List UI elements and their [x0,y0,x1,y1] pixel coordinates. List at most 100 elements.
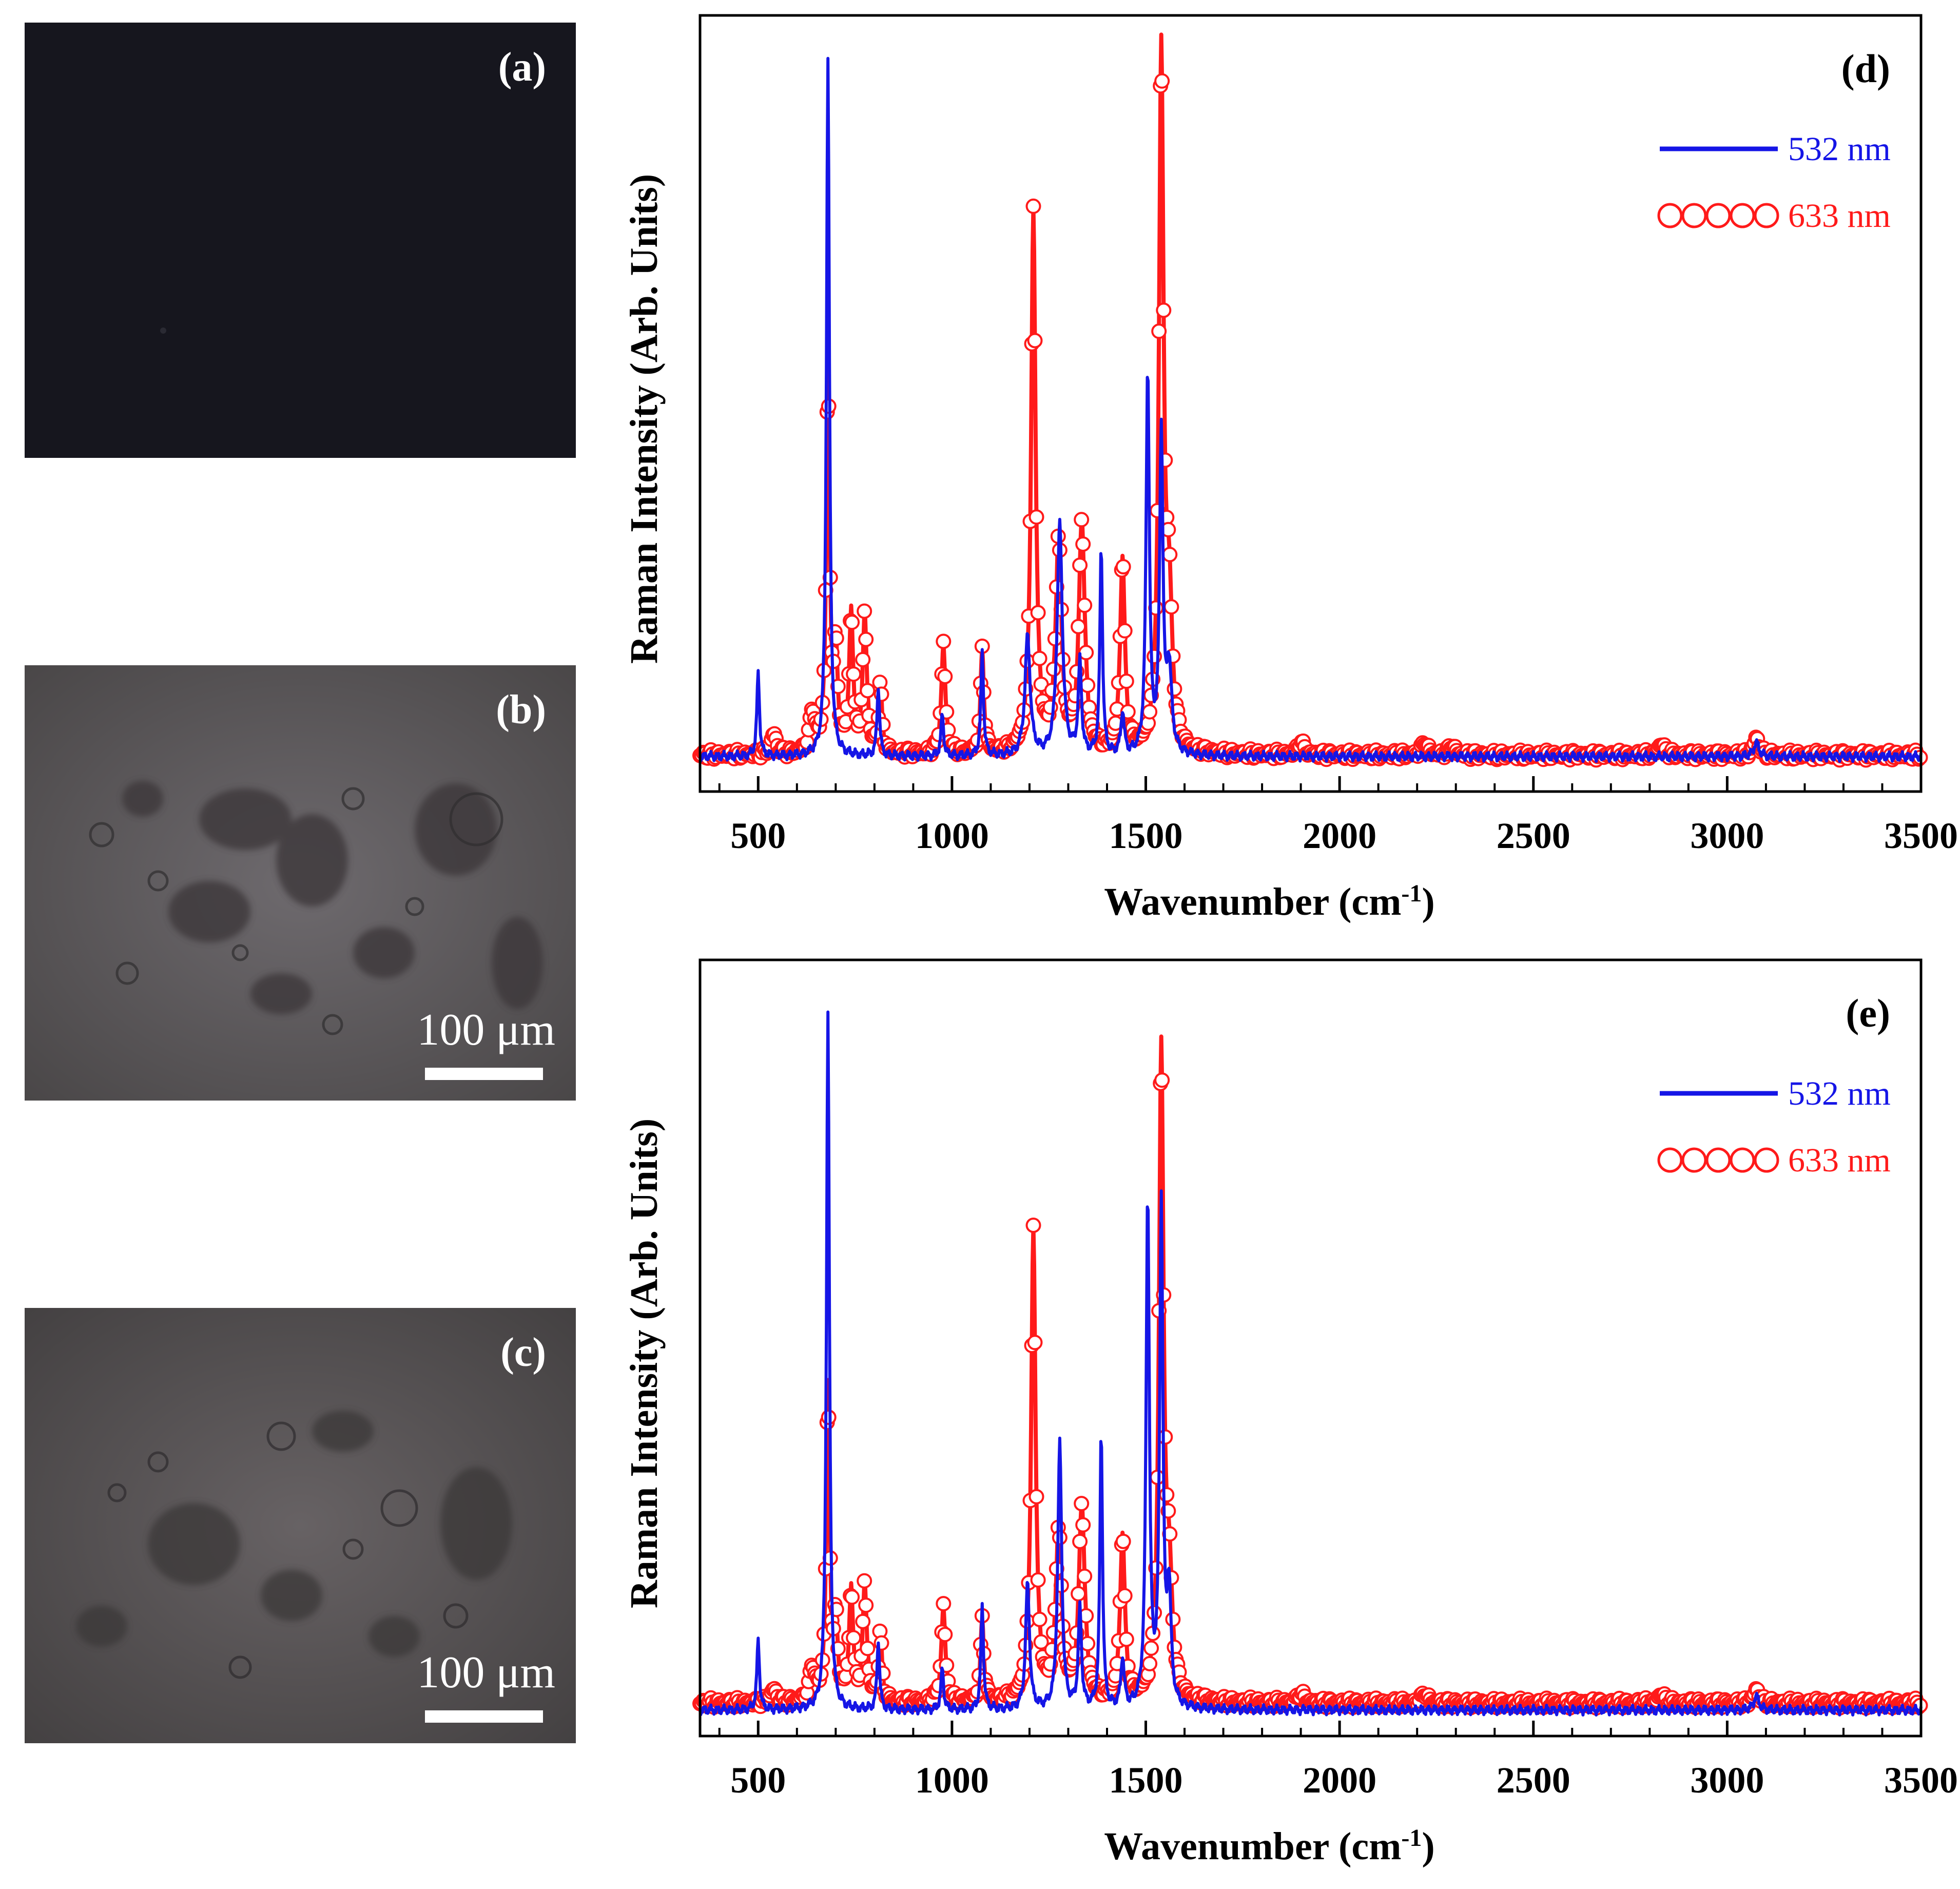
x-tick-label: 2500 [1497,815,1570,856]
data-point-633 [1118,1631,1134,1647]
data-point-633 [1072,1534,1088,1549]
scale-bar-c [425,1710,543,1723]
legend-marker-633 [1754,203,1779,228]
data-point-633 [1163,599,1179,615]
x-tick-label: 3500 [1884,1760,1958,1801]
data-point-633 [1028,509,1044,525]
series-line-633 [698,32,1923,762]
series-line-532 [698,56,1923,763]
legend-marker-633 [1657,1147,1683,1173]
data-point-633 [1052,1530,1068,1546]
data-point-633 [846,1630,862,1646]
panel-label-c: (c) [500,1330,546,1375]
legend-label-532-e: 532 nm [1788,1075,1891,1112]
legend-marker-633 [1705,203,1731,228]
x-tick-label: 1000 [915,1760,989,1801]
data-point-633 [844,1589,860,1605]
data-point-633 [1072,557,1088,573]
x-axis-title-sup-e: -1 [1401,1824,1422,1852]
data-point-633 [1075,1517,1091,1533]
data-point-633 [1117,1588,1133,1604]
data-point-633 [855,652,871,667]
data-point-633 [1028,1489,1044,1505]
data-point-633 [1162,547,1178,563]
legend-label-532-d: 532 nm [1788,130,1891,168]
data-point-633 [1142,1656,1158,1671]
data-point-633 [937,669,953,684]
data-point-633 [1027,333,1043,349]
x-ticks-d: 500 1000 1500 2000 2500 3000 3500 [718,776,1958,856]
x-ticks-e: 500 1000 1500 2000 2500 3000 3500 [718,1721,1958,1801]
x-tick-label: 3000 [1690,1760,1764,1801]
scale-bar-label-c: 100 μm [417,1648,555,1698]
raman-chart-d-svg: 500 1000 1500 2000 2500 3000 3500 Wavenumber (… [623,14,1958,923]
data-point-633 [1071,1586,1086,1602]
data-point-633 [1030,1572,1046,1588]
data-point-633 [1154,73,1170,89]
data-point-633 [1115,559,1131,575]
micrograph-a-image [25,23,576,458]
data-point-633 [1115,1533,1131,1549]
data-point-633 [1044,683,1060,699]
data-point-633 [1025,198,1041,214]
panel-label-a: (a) [498,45,546,90]
panel-label-b: (b) [496,687,546,733]
data-point-633 [1033,1634,1049,1650]
legend-d: 532 nm 633 nm [1657,130,1891,235]
micrograph-a: (a) [25,23,576,458]
data-point-633 [857,603,872,619]
data-point-633 [1027,1335,1043,1351]
y-axis-title-e: Raman Intensity (Arb. Units) [623,1119,666,1608]
y-axis-title-d: Raman Intensity (Arb. Units) [623,174,666,664]
scale-bar-b [425,1068,543,1080]
legend-markers-633-e [1657,1147,1779,1173]
data-point-633 [1156,302,1172,318]
data-point-633 [855,1613,871,1629]
x-axis-title-e: Wavenumber (cm-1) [1104,1824,1434,1868]
x-axis-title-suffix-d: ) [1422,880,1434,923]
data-point-633 [1075,536,1091,552]
series-line-532 [698,1010,1923,1717]
x-tick-label: 2500 [1497,1760,1570,1801]
x-tick-label: 500 [730,1760,786,1801]
legend-marker-633 [1730,203,1755,228]
series-group-e [692,1010,1928,1717]
data-point-633 [1074,512,1090,528]
scale-bar-label-b: 100 μm [417,1005,555,1055]
x-tick-label: 2000 [1303,1760,1376,1801]
x-axis-title-sup-d: -1 [1401,880,1422,907]
legend-marker-633 [1754,1147,1779,1173]
x-tick-label: 3000 [1690,815,1764,856]
plot-frame-e [698,958,1923,1738]
data-point-633 [1154,1072,1170,1088]
data-point-633 [857,1573,872,1589]
legend-marker-633 [1705,1147,1731,1173]
micrograph-c: (c) 100 μm [25,1308,576,1743]
data-point-633 [858,1597,874,1613]
legend-marker-633 [1657,203,1683,228]
x-tick-label: 1500 [1109,815,1183,856]
series-line-633 [698,1034,1923,1710]
data-point-633 [1167,1640,1182,1655]
data-point-633 [1142,704,1158,720]
data-point-633 [1032,1611,1047,1627]
data-point-633 [936,633,952,649]
data-point-633 [936,1596,952,1612]
x-axis-title-text-e: Wavenumber (cm [1104,1825,1401,1868]
x-tick-label: 1000 [915,815,989,856]
data-point-633 [858,631,874,647]
micrograph-c-image [25,1308,576,1743]
plot-frame-d [698,14,1923,793]
data-point-633 [1077,1568,1093,1584]
legend-marker-633 [1730,1147,1755,1173]
micrograph-b-image [25,665,576,1101]
x-axis-title-d: Wavenumber (cm-1) [1104,880,1434,923]
raman-chart-e-svg: 500 1000 1500 2000 2500 3000 3500 Wavenumber (… [623,958,1958,1868]
data-point-633 [860,1641,876,1656]
raman-chart-d: 500 1000 1500 2000 2500 3000 3500 Wavenumber (… [611,0,1960,944]
micrograph-b: (b) 100 μm [25,665,576,1101]
legend-markers-633-d [1657,203,1779,228]
data-point-633 [1077,597,1093,613]
data-point-633 [1068,1646,1083,1662]
data-point-633 [1165,1611,1181,1627]
